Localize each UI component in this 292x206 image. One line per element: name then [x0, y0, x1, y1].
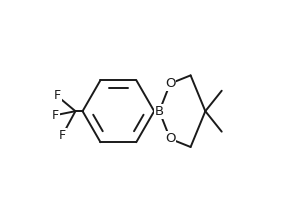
- Text: F: F: [53, 89, 60, 102]
- Text: B: B: [155, 105, 164, 118]
- Text: O: O: [165, 132, 175, 145]
- Text: F: F: [51, 109, 58, 122]
- Text: O: O: [165, 77, 175, 90]
- Text: F: F: [59, 129, 66, 142]
